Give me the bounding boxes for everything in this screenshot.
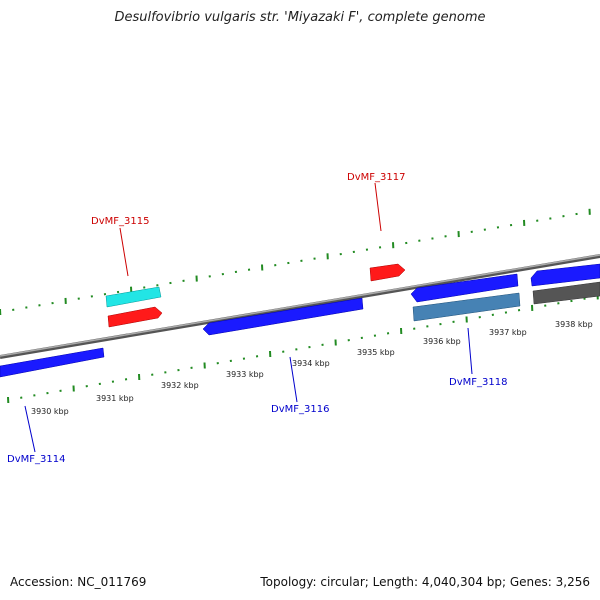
gene-label-3117: DvMF_3117 [347, 172, 405, 183]
kbp-label: 3935 kbp [357, 348, 395, 357]
topology-text: Topology: circular; Length: 4,040,304 bp… [260, 575, 590, 589]
gene-3118[interactable] [412, 292, 521, 322]
tick-row-lower [7, 293, 599, 404]
gene-blue-upper-right[interactable] [410, 273, 519, 303]
kbp-label: 3930 kbp [31, 407, 69, 416]
kbp-label: 3936 kbp [423, 337, 461, 346]
kbp-label: 3934 kbp [292, 359, 330, 368]
gene-3117[interactable] [369, 263, 406, 282]
gene-label-3118: DvMF_3118 [449, 377, 507, 388]
gene-label-3115: DvMF_3115 [91, 216, 149, 227]
kbp-label: 3938 kbp [555, 320, 593, 329]
gene-3116[interactable] [202, 297, 364, 336]
backbone [0, 254, 600, 359]
leader-lines [24, 182, 473, 453]
kbp-labels: 3930 kbp 3931 kbp 3932 kbp 3933 kbp 3934… [31, 320, 593, 416]
gene-gray-far-right[interactable] [532, 281, 600, 305]
kbp-label: 3931 kbp [96, 394, 134, 403]
kbp-label: 3933 kbp [226, 370, 264, 379]
gene-3114[interactable] [0, 347, 105, 378]
gene-features [0, 263, 600, 378]
gene-blue-far-right[interactable] [530, 263, 600, 287]
kbp-label: 3932 kbp [161, 381, 199, 390]
genome-title: Desulfovibrio vulgaris str. 'Miyazaki F'… [114, 10, 486, 25]
gene-labels: DvMF_3115 DvMF_3117 DvMF_3114 DvMF_3116 … [7, 172, 507, 465]
gene-label-3114: DvMF_3114 [7, 454, 65, 465]
gene-cyan[interactable] [105, 286, 162, 308]
kbp-label: 3937 kbp [489, 328, 527, 337]
gene-label-3116: DvMF_3116 [271, 404, 329, 415]
accession-text: Accession: NC_011769 [10, 575, 147, 589]
gene-3115[interactable] [107, 306, 163, 328]
